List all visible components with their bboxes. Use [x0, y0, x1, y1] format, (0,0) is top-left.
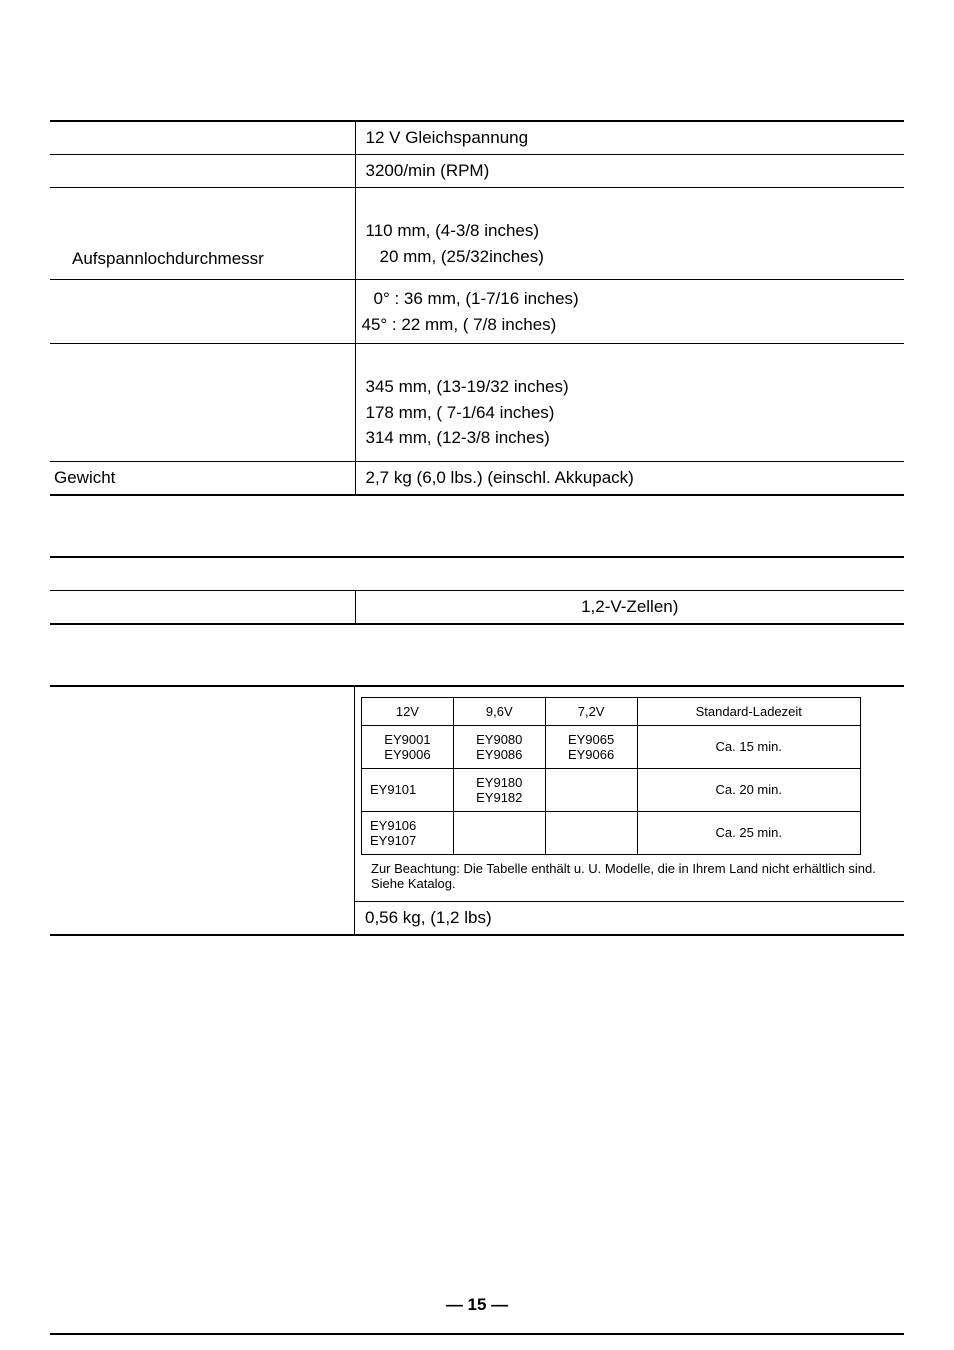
spec-value: 0° : 36 mm, (1-7/16 inches) 45° : 22 mm,… [355, 280, 904, 344]
spec-value: 3200/min (RPM) [355, 155, 904, 188]
spec-value: 2,7 kg (6,0 lbs.) (einschl. Akkupack) [355, 461, 904, 495]
model-line: EY9086 [476, 747, 522, 762]
spec-table: 12 V Gleichspannung 3200/min (RPM) Aufsp… [50, 120, 904, 496]
charger-time: Ca. 25 min. [637, 811, 860, 854]
model-line: EY9107 [370, 833, 416, 848]
spec-value: 12 V Gleichspannung [355, 121, 904, 155]
table-row: 12 V Gleichspannung [50, 121, 904, 155]
charger-right-col: 12V 9,6V 7,2V Standard-Ladezeit EY9001EY… [355, 687, 904, 934]
cell-value: 1,2-V-Zellen) [355, 590, 904, 624]
model-line: EY9001 [384, 732, 430, 747]
cell-table: 1,2-V-Zellen) [50, 556, 904, 625]
cell-label [50, 557, 355, 591]
charger-cell: EY9180EY9182 [453, 768, 545, 811]
charger-cell: EY9080EY9086 [453, 725, 545, 768]
spec-label [50, 121, 355, 155]
model-line: EY9080 [476, 732, 522, 747]
page-number: — 15 — [0, 1295, 954, 1315]
spec-label: Aufspannlochdurchmessr [50, 188, 355, 280]
table-row: EY9001EY9006 EY9080EY9086 EY9065EY9066 C… [362, 725, 861, 768]
table-row: 12V 9,6V 7,2V Standard-Ladezeit [362, 697, 861, 725]
cell-label [50, 590, 355, 624]
spec-value: 345 mm, (13-19/32 inches) 178 mm, ( 7-1/… [355, 344, 904, 462]
charger-weight: 0,56 kg, (1,2 lbs) [355, 901, 904, 934]
charger-cell: EY9001EY9006 [362, 725, 454, 768]
cell-value [355, 557, 904, 591]
model-line: EY9182 [476, 790, 522, 805]
model-line: EY9106 [370, 818, 416, 833]
model-line: EY9180 [476, 775, 522, 790]
table-row: 345 mm, (13-19/32 inches) 178 mm, ( 7-1/… [50, 344, 904, 462]
charger-time: Ca. 15 min. [637, 725, 860, 768]
footer-rule [50, 1333, 904, 1335]
model-line: EY9066 [568, 747, 614, 762]
spec-label [50, 155, 355, 188]
model-line: EY9065 [568, 732, 614, 747]
charger-cell [453, 811, 545, 854]
charger-cell: EY9101 [362, 768, 454, 811]
table-row: EY9101 EY9180EY9182 Ca. 20 min. [362, 768, 861, 811]
charger-table: 12V 9,6V 7,2V Standard-Ladezeit EY9001EY… [50, 685, 904, 936]
table-row: EY9106EY9107 Ca. 25 min. [362, 811, 861, 854]
spec-label: Gewicht [50, 461, 355, 495]
model-line: EY9006 [384, 747, 430, 762]
spec-label [50, 280, 355, 344]
table-row: 0° : 36 mm, (1-7/16 inches) 45° : 22 mm,… [50, 280, 904, 344]
charger-left-col [50, 687, 355, 934]
charger-cell [545, 768, 637, 811]
charger-cell: EY9065EY9066 [545, 725, 637, 768]
charger-header: 9,6V [453, 697, 545, 725]
table-row: 3200/min (RPM) [50, 155, 904, 188]
charger-time: Ca. 20 min. [637, 768, 860, 811]
table-row: 1,2-V-Zellen) [50, 590, 904, 624]
spec-label [50, 344, 355, 462]
table-row: Gewicht 2,7 kg (6,0 lbs.) (einschl. Akku… [50, 461, 904, 495]
spec-value: 110 mm, (4-3/8 inches) 20 mm, (25/32inch… [355, 188, 904, 280]
charger-header: Standard-Ladezeit [637, 697, 860, 725]
charger-header: 12V [362, 697, 454, 725]
charger-cell [545, 811, 637, 854]
table-row: Aufspannlochdurchmessr 110 mm, (4-3/8 in… [50, 188, 904, 280]
charger-header: 7,2V [545, 697, 637, 725]
charger-note: Zur Beachtung: Die Tabelle enthält u. U.… [355, 855, 904, 897]
charger-cell: EY9106EY9107 [362, 811, 454, 854]
table-row [50, 557, 904, 591]
charger-inner-table: 12V 9,6V 7,2V Standard-Ladezeit EY9001EY… [361, 697, 861, 855]
